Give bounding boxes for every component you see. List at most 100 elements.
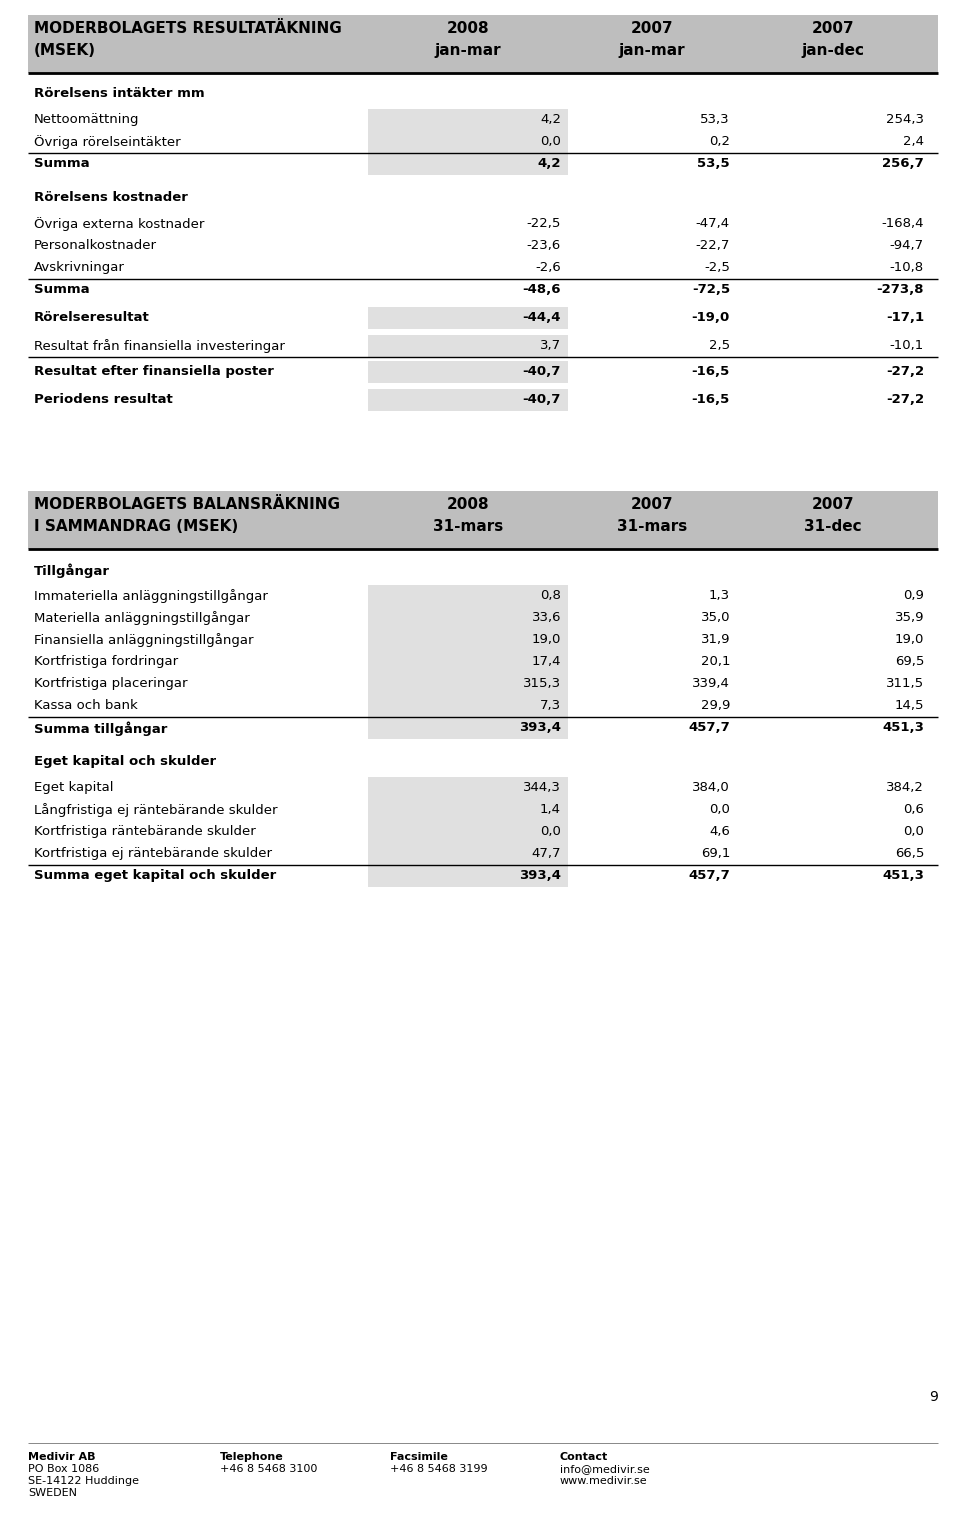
Text: MODERBOLAGETS RESULTATÄKNING: MODERBOLAGETS RESULTATÄKNING xyxy=(34,21,342,36)
Text: -19,0: -19,0 xyxy=(692,310,730,324)
Text: 3,7: 3,7 xyxy=(540,339,561,351)
Text: 339,4: 339,4 xyxy=(692,677,730,690)
Text: -44,4: -44,4 xyxy=(522,310,561,324)
Text: Resultat från finansiella investeringar: Resultat från finansiella investeringar xyxy=(34,339,285,353)
Text: 256,7: 256,7 xyxy=(882,157,924,170)
Text: -22,5: -22,5 xyxy=(527,217,561,230)
Text: Avskrivningar: Avskrivningar xyxy=(34,260,125,274)
Text: info@medivir.se: info@medivir.se xyxy=(560,1464,650,1475)
Text: Immateriella anläggningstillgångar: Immateriella anläggningstillgångar xyxy=(34,589,268,603)
Text: 35,0: 35,0 xyxy=(701,612,730,624)
Text: +46 8 5468 3100: +46 8 5468 3100 xyxy=(220,1464,318,1475)
Bar xyxy=(28,491,938,550)
Text: Facsimile: Facsimile xyxy=(390,1452,448,1463)
Text: 451,3: 451,3 xyxy=(882,869,924,883)
Text: -10,8: -10,8 xyxy=(890,260,924,274)
Text: 69,1: 69,1 xyxy=(701,846,730,860)
Text: -273,8: -273,8 xyxy=(876,283,924,297)
Text: 254,3: 254,3 xyxy=(886,114,924,126)
Text: Rörelseresultat: Rörelseresultat xyxy=(34,310,150,324)
Text: 384,2: 384,2 xyxy=(886,781,924,793)
Text: Kortfristiga ej räntebärande skulder: Kortfristiga ej räntebärande skulder xyxy=(34,846,272,860)
Text: 0,0: 0,0 xyxy=(540,135,561,148)
Text: Rörelsens kostnader: Rörelsens kostnader xyxy=(34,191,188,204)
Text: 69,5: 69,5 xyxy=(895,656,924,668)
Text: 31,9: 31,9 xyxy=(701,633,730,646)
Text: 2007: 2007 xyxy=(812,21,854,36)
Text: 53,5: 53,5 xyxy=(697,157,730,170)
Text: 311,5: 311,5 xyxy=(886,677,924,690)
Text: 0,6: 0,6 xyxy=(903,802,924,816)
Text: Eget kapital och skulder: Eget kapital och skulder xyxy=(34,755,216,768)
Bar xyxy=(368,307,568,329)
Text: Övriga externa kostnader: Övriga externa kostnader xyxy=(34,217,204,232)
Text: 1,4: 1,4 xyxy=(540,802,561,816)
Text: -72,5: -72,5 xyxy=(692,283,730,297)
Bar xyxy=(368,389,568,410)
Bar xyxy=(368,718,568,739)
Text: 393,4: 393,4 xyxy=(519,869,561,883)
Text: 0,0: 0,0 xyxy=(709,802,730,816)
Bar xyxy=(368,695,568,718)
Text: Periodens resultat: Periodens resultat xyxy=(34,394,173,406)
Bar xyxy=(368,335,568,357)
Text: MODERBOLAGETS BALANSRÄKNING: MODERBOLAGETS BALANSRÄKNING xyxy=(34,497,340,512)
Text: 0,9: 0,9 xyxy=(903,589,924,603)
Text: 31-mars: 31-mars xyxy=(433,519,503,534)
Text: -16,5: -16,5 xyxy=(692,394,730,406)
Text: PO Box 1086: PO Box 1086 xyxy=(28,1464,99,1475)
Text: 457,7: 457,7 xyxy=(688,721,730,734)
Text: SE-14122 Huddinge: SE-14122 Huddinge xyxy=(28,1476,139,1487)
Text: 0,0: 0,0 xyxy=(903,825,924,839)
Text: 2008: 2008 xyxy=(446,497,490,512)
Text: Eget kapital: Eget kapital xyxy=(34,781,113,793)
Text: -40,7: -40,7 xyxy=(522,394,561,406)
Bar xyxy=(368,864,568,887)
Bar xyxy=(368,799,568,821)
Text: -23,6: -23,6 xyxy=(527,239,561,251)
Text: Contact: Contact xyxy=(560,1452,609,1463)
Text: -27,2: -27,2 xyxy=(886,394,924,406)
Text: SWEDEN: SWEDEN xyxy=(28,1488,77,1497)
Text: 384,0: 384,0 xyxy=(692,781,730,793)
Text: -94,7: -94,7 xyxy=(890,239,924,251)
Text: -2,5: -2,5 xyxy=(704,260,730,274)
Text: 31-dec: 31-dec xyxy=(804,519,862,534)
Bar xyxy=(368,153,568,176)
Text: 9: 9 xyxy=(929,1390,938,1403)
Text: -168,4: -168,4 xyxy=(881,217,924,230)
Text: -10,1: -10,1 xyxy=(890,339,924,351)
Text: 393,4: 393,4 xyxy=(519,721,561,734)
Bar xyxy=(368,651,568,674)
Text: Summa tillgångar: Summa tillgångar xyxy=(34,721,167,736)
Text: +46 8 5468 3199: +46 8 5468 3199 xyxy=(390,1464,488,1475)
Text: 66,5: 66,5 xyxy=(895,846,924,860)
Bar xyxy=(368,584,568,607)
Text: Kortfristiga placeringar: Kortfristiga placeringar xyxy=(34,677,187,690)
Text: 4,2: 4,2 xyxy=(538,157,561,170)
Text: 14,5: 14,5 xyxy=(895,699,924,712)
Text: -2,6: -2,6 xyxy=(536,260,561,274)
Bar xyxy=(368,777,568,799)
Text: 7,3: 7,3 xyxy=(540,699,561,712)
Text: 2,5: 2,5 xyxy=(708,339,730,351)
Text: (MSEK): (MSEK) xyxy=(34,42,96,58)
Text: Finansiella anläggningstillgångar: Finansiella anläggningstillgångar xyxy=(34,633,253,646)
Bar xyxy=(368,132,568,153)
Text: 451,3: 451,3 xyxy=(882,721,924,734)
Text: 2007: 2007 xyxy=(631,21,673,36)
Text: 35,9: 35,9 xyxy=(895,612,924,624)
Text: www.medivir.se: www.medivir.se xyxy=(560,1476,648,1487)
Text: 20,1: 20,1 xyxy=(701,656,730,668)
Bar xyxy=(368,360,568,383)
Text: Summa: Summa xyxy=(34,157,89,170)
Bar xyxy=(368,843,568,864)
Text: 19,0: 19,0 xyxy=(895,633,924,646)
Bar xyxy=(368,109,568,132)
Text: Övriga rörelseintäkter: Övriga rörelseintäkter xyxy=(34,135,180,148)
Text: 315,3: 315,3 xyxy=(523,677,561,690)
Text: -16,5: -16,5 xyxy=(692,365,730,378)
Text: Kassa och bank: Kassa och bank xyxy=(34,699,137,712)
Text: Materiella anläggningstillgångar: Materiella anläggningstillgångar xyxy=(34,612,250,625)
Text: -22,7: -22,7 xyxy=(696,239,730,251)
